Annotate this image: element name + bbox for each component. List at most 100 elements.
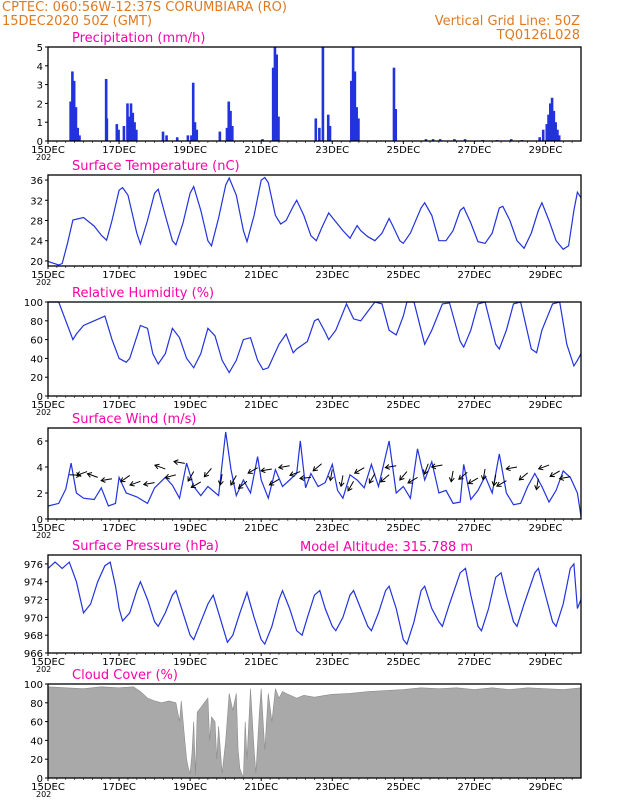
x-tick-label: 17DEC (102, 400, 136, 411)
y-tick-label: 2 (37, 99, 43, 110)
wind-arrow-shaft (538, 464, 550, 470)
y-tick-label: 1 (37, 118, 43, 129)
x-tick-label: 19DEC (173, 523, 207, 534)
precip-bar (318, 127, 321, 141)
wind-arrow-head (312, 466, 318, 472)
wind-arrow-head (491, 481, 498, 487)
wind-arrow (260, 467, 272, 474)
temperature-line (47, 176, 582, 266)
wind-arrow-shaft (173, 461, 185, 464)
panel-title: Surface Wind (m/s) (72, 412, 196, 427)
wind-arrow-head (129, 481, 135, 487)
precip-bar (76, 127, 80, 141)
wind-arrow (407, 476, 418, 484)
wind-arrow-shaft (506, 466, 518, 470)
wind-arrow-head (549, 472, 555, 478)
panel-temperature: Surface Temperature (nC) 20 24 28 32 36 15DEC 1… (30, 159, 582, 287)
y-tick-label: 970 (24, 613, 43, 624)
wind-arrow (448, 470, 455, 483)
header-code: TQ0126L028 (496, 28, 580, 43)
x-tick-label: 17DEC (102, 523, 136, 534)
x-tick-label: 25DEC (386, 657, 420, 668)
precip-bar (321, 47, 325, 141)
wind-arrow (338, 475, 345, 488)
precip-bar (191, 82, 195, 141)
precip-bar (275, 54, 279, 141)
wind-arrow (549, 470, 560, 478)
x-tick-label: 27DEC (458, 782, 492, 793)
wind-arrow (353, 467, 365, 474)
y-tick-label: 80 (30, 317, 43, 328)
y-tick-label: 100 (24, 680, 43, 691)
y-tick-label: 60 (30, 718, 43, 729)
header-init-time: 15DEC2020 50Z (GMT) (2, 14, 152, 29)
precip-bar (78, 135, 81, 141)
wind-arrow (187, 471, 195, 482)
wind-arrow-head (142, 480, 149, 487)
x-tick-label: 29DEC (529, 145, 563, 156)
wind-arrow (328, 469, 334, 482)
wind-arrow-shaft (76, 471, 88, 476)
wind-arrow-shaft (230, 475, 237, 486)
wind-arrow-shaft (278, 465, 290, 469)
panel-frame (47, 46, 582, 142)
x-tick-label: 21DEC (244, 270, 278, 281)
wind-arrow-head (353, 468, 360, 474)
wind-arrow-head (260, 467, 266, 474)
wind-arrow-shaft (368, 473, 376, 484)
y-tick-label: 5 (37, 43, 43, 54)
precip-bar (350, 80, 353, 141)
wind-arrow-head (518, 475, 525, 481)
precip-bar (509, 139, 513, 141)
wind-line (47, 431, 582, 517)
wind-arrow-head (289, 471, 295, 477)
wind-arrow (430, 463, 443, 470)
wind-arrow-head (347, 486, 353, 492)
precip-bar (351, 47, 355, 141)
wind-arrow-head (480, 475, 487, 481)
precip-bar (129, 103, 133, 141)
wind-arrow-head (190, 483, 196, 489)
y-tick-label: 20 (30, 755, 43, 766)
wind-arrow-head (75, 471, 82, 477)
wind-arrow-head (86, 472, 93, 478)
x-tick-label: 27DEC (458, 400, 492, 411)
precip-bar (392, 67, 396, 141)
wind-arrow (422, 463, 429, 475)
precip-bar (424, 139, 428, 141)
wind-arrow-shaft (312, 463, 322, 472)
precip-bar (549, 103, 552, 141)
x-tick-label: 21DEC (244, 523, 278, 534)
x-year-label: 202 (36, 153, 51, 162)
wind-arrow-head (399, 475, 405, 481)
x-tick-label: 25DEC (386, 270, 420, 281)
wind-arrow-head (217, 480, 224, 486)
wind-arrow-shaft (329, 469, 333, 481)
wind-arrow-head (496, 481, 502, 487)
x-tick-label: 23DEC (315, 782, 349, 793)
wind-arrow (496, 480, 507, 487)
precip-bar (186, 135, 190, 141)
x-tick-label: 19DEC (173, 657, 207, 668)
wind-arrow (299, 475, 311, 481)
wind-arrow (86, 472, 98, 478)
x-tick-label: 25DEC (386, 523, 420, 534)
precip-bar (135, 129, 138, 141)
wind-arrow-shaft (101, 478, 113, 482)
panel-frame (47, 683, 582, 779)
precip-bar (463, 139, 467, 141)
wind-arrow-shaft (431, 464, 443, 468)
y-tick-label: 0 (37, 515, 43, 526)
wind-arrow-head (277, 464, 284, 470)
cloud-cover-area (47, 686, 582, 779)
precip-bar (353, 71, 357, 141)
precip-bar (438, 139, 442, 141)
wind-arrow-shaft (468, 477, 479, 484)
x-tick-label: 25DEC (386, 400, 420, 411)
precip-bar (277, 116, 280, 141)
precip-bar (557, 135, 561, 141)
panel-pressure: Surface Pressure (hPa) 966 968 970 972 974 976… (24, 539, 582, 674)
wind-arrow (277, 464, 290, 470)
precip-bar (394, 109, 398, 141)
x-tick-label: 15DEC (31, 657, 65, 668)
